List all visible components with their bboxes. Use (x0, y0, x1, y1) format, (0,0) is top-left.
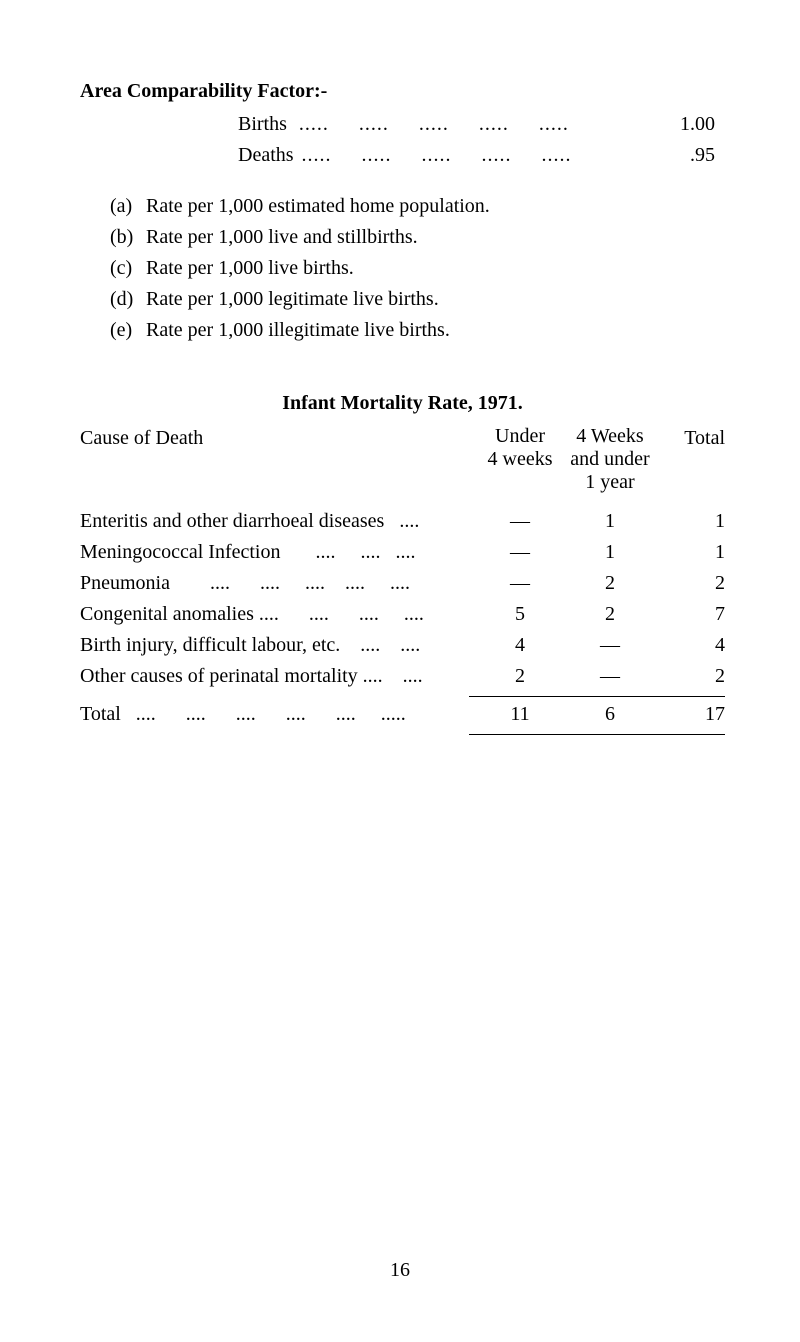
factor-row-births: Births ..... ..... ..... ..... ..... 1.0… (238, 111, 715, 138)
cell: — (475, 508, 565, 535)
cell: 4 (655, 632, 725, 659)
cell: 2 (565, 601, 655, 628)
note-a: (a) Rate per 1,000 estimated home popula… (110, 193, 725, 220)
cell: 2 (565, 570, 655, 597)
cause-text: Other causes of perinatal mortality ....… (80, 665, 423, 687)
cell: — (475, 570, 565, 597)
factor-dots: ..... ..... ..... ..... ..... (302, 142, 572, 169)
factor-dots: ..... ..... ..... ..... ..... (299, 111, 569, 138)
cell: 7 (655, 601, 725, 628)
notes-list: (a) Rate per 1,000 estimated home popula… (110, 193, 725, 344)
header-line: 4 weeks (488, 448, 553, 471)
note-marker: (c) (110, 255, 146, 282)
table-row: Birth injury, difficult labour, etc. ...… (80, 632, 725, 659)
cause-text: Total .... .... .... .... .... ..... (80, 703, 406, 725)
header-under-4-weeks: Under 4 weeks (475, 425, 565, 471)
cell: — (565, 663, 655, 690)
note-marker: (a) (110, 193, 146, 220)
factor-label: Births (238, 111, 287, 138)
cell: — (565, 632, 655, 659)
cause-text: Enteritis and other diarrhoeal diseases … (80, 510, 419, 532)
cell: 6 (565, 701, 655, 728)
mortality-table: Cause of Death Under 4 weeks 4 Weeks and… (80, 425, 725, 735)
cell: 5 (475, 601, 565, 628)
table-row: Enteritis and other diarrhoeal diseases … (80, 508, 725, 535)
cell: — (475, 539, 565, 566)
header-4-weeks-under-1-year: 4 Weeks and under 1 year (565, 425, 655, 494)
note-e: (e) Rate per 1,000 illegitimate live bir… (110, 317, 725, 344)
table-rule (469, 734, 725, 735)
cause-text: Birth injury, difficult labour, etc. ...… (80, 634, 420, 656)
header-line: 4 Weeks (576, 425, 643, 448)
note-text: Rate per 1,000 live and stillbirths. (146, 224, 418, 251)
cell: 1 (655, 508, 725, 535)
table-row: Pneumonia .... .... .... .... .... — 2 2 (80, 570, 725, 597)
page: Area Comparability Factor:- Births .....… (0, 0, 800, 1342)
header-line: and under (570, 448, 649, 471)
section-heading: Area Comparability Factor:- (80, 78, 725, 105)
header-total: Total (655, 425, 725, 452)
factor-value: .95 (655, 142, 715, 169)
note-text: Rate per 1,000 illegitimate live births. (146, 317, 450, 344)
factor-label: Deaths (238, 142, 294, 169)
table-title: Infant Mortality Rate, 1971. (80, 390, 725, 417)
cell: 2 (655, 663, 725, 690)
cause-text: Congenital anomalies .... .... .... .... (80, 603, 424, 625)
header-line: 1 year (585, 471, 634, 494)
cell: 4 (475, 632, 565, 659)
note-b: (b) Rate per 1,000 live and stillbirths. (110, 224, 725, 251)
table-row: Other causes of perinatal mortality ....… (80, 663, 725, 690)
table-rule (469, 696, 725, 697)
note-marker: (d) (110, 286, 146, 313)
cell: 2 (655, 570, 725, 597)
header-line: Under (495, 425, 545, 448)
note-marker: (e) (110, 317, 146, 344)
page-number: 16 (0, 1257, 800, 1284)
header-cause: Cause of Death (80, 425, 475, 452)
factor-value: 1.00 (655, 111, 715, 138)
note-marker: (b) (110, 224, 146, 251)
cause-text: Pneumonia .... .... .... .... .... (80, 572, 410, 594)
note-text: Rate per 1,000 legitimate live births. (146, 286, 439, 313)
table-total-row: Total .... .... .... .... .... ..... 11 … (80, 701, 725, 728)
cell: 2 (475, 663, 565, 690)
note-text: Rate per 1,000 live births. (146, 255, 354, 282)
note-d: (d) Rate per 1,000 legitimate live birth… (110, 286, 725, 313)
cell: 17 (655, 701, 725, 728)
cell: 11 (475, 701, 565, 728)
table-row: Meningococcal Infection .... .... .... —… (80, 539, 725, 566)
cell: 1 (565, 539, 655, 566)
note-text: Rate per 1,000 estimated home population… (146, 193, 490, 220)
table-header: Cause of Death Under 4 weeks 4 Weeks and… (80, 425, 725, 494)
cell: 1 (655, 539, 725, 566)
factor-row-deaths: Deaths ..... ..... ..... ..... ..... .95 (238, 142, 715, 169)
cause-text: Meningococcal Infection .... .... .... (80, 541, 415, 563)
cell: 1 (565, 508, 655, 535)
table-row: Congenital anomalies .... .... .... ....… (80, 601, 725, 628)
note-c: (c) Rate per 1,000 live births. (110, 255, 725, 282)
